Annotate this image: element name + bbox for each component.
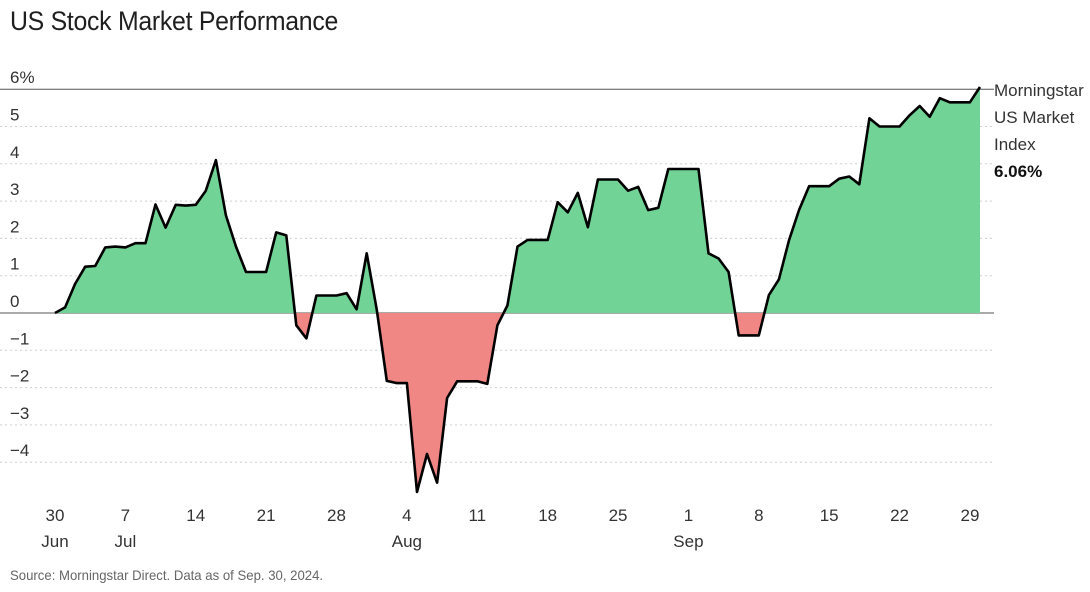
y-tick-label: −1 <box>10 329 29 348</box>
series-line-group <box>54 86 982 494</box>
legend-final-value: 6.06% <box>994 162 1042 181</box>
y-tick-label: 5 <box>10 106 19 125</box>
legend: Morningstar US Market Index 6.06% <box>994 81 1084 181</box>
positive-area <box>55 160 295 313</box>
x-tick-label: 18 <box>538 506 557 525</box>
x-month-label: Jul <box>115 532 137 551</box>
series-line <box>54 86 982 494</box>
x-tick-label: 22 <box>890 506 909 525</box>
negative-area <box>294 313 313 339</box>
y-tick-label: 3 <box>10 180 19 199</box>
x-tick-label: 8 <box>754 506 763 525</box>
y-tick-label: −2 <box>10 367 29 386</box>
x-month-label: Sep <box>673 532 703 551</box>
x-tick-label: 7 <box>121 506 130 525</box>
x-tick-label: 25 <box>609 506 628 525</box>
x-tick-label: 11 <box>468 506 486 525</box>
x-month-label: Aug <box>392 532 422 551</box>
positive-area <box>764 87 980 313</box>
x-tick-label: 4 <box>402 506 411 525</box>
positive-area <box>312 253 378 313</box>
negative-area <box>377 313 504 492</box>
y-tick-label: 6% <box>10 68 35 87</box>
x-tick-label: 15 <box>820 506 839 525</box>
positive-area <box>503 169 736 313</box>
x-tick-label: 28 <box>327 506 346 525</box>
legend-label: US Market <box>994 108 1075 127</box>
x-tick-label: 14 <box>186 506 205 525</box>
source-note: Source: Morningstar Direct. Data as of S… <box>10 567 324 583</box>
x-tick-label: 1 <box>684 506 693 525</box>
y-tick-label: 1 <box>10 255 19 274</box>
x-month-label: Jun <box>41 532 68 551</box>
x-tick-label: 30 <box>46 506 65 525</box>
y-tick-label: 2 <box>10 217 19 236</box>
x-tick-label: 29 <box>960 506 979 525</box>
y-tick-label: −4 <box>10 441 29 460</box>
y-tick-label: 4 <box>10 143 19 162</box>
legend-label: Index <box>994 135 1036 154</box>
chart-title: US Stock Market Performance <box>10 6 339 36</box>
legend-label: Morningstar <box>994 81 1084 100</box>
y-tick-label: −3 <box>10 404 29 423</box>
y-tick-label: 0 <box>10 292 19 311</box>
x-tick-label: 21 <box>257 506 276 525</box>
negative-area <box>735 313 765 336</box>
area-fills <box>55 87 980 492</box>
